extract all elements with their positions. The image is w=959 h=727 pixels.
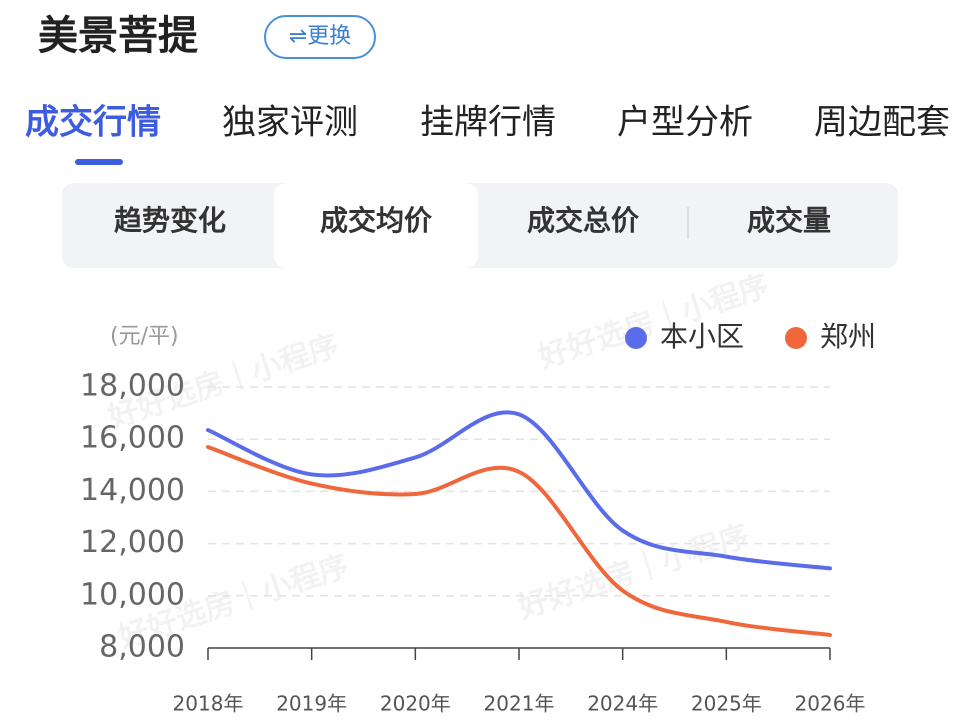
x-tick-label: 2019年: [276, 692, 347, 716]
y-tick-label: 16,000: [80, 421, 185, 456]
legend-label: 本小区: [660, 320, 744, 353]
title: 美景菩提: [38, 13, 198, 59]
tab[interactable]: 成交行情: [25, 103, 161, 143]
x-tick-label: 2020年: [380, 692, 451, 716]
subtab[interactable]: 成交量: [747, 204, 831, 237]
x-tick-label: 2024年: [587, 692, 658, 716]
change-button-label[interactable]: ⇌更换: [289, 24, 351, 49]
x-tick-label: 2018年: [173, 692, 244, 716]
legend-marker: [785, 327, 807, 349]
tab[interactable]: 独家评测: [222, 103, 358, 143]
subtab-active-bg: [274, 183, 478, 268]
tab[interactable]: 户型分析: [617, 103, 753, 143]
y-tick-label: 18,000: [80, 369, 185, 404]
y-tick-label: 8,000: [99, 630, 185, 665]
series-line: [206, 445, 832, 637]
y-tick-label: 12,000: [80, 525, 185, 560]
subtab[interactable]: 成交总价: [527, 204, 640, 237]
x-tick-label: 2021年: [484, 692, 555, 716]
subtab-bar: [62, 183, 898, 268]
subtab[interactable]: 趋势变化: [114, 204, 226, 237]
legend-marker: [625, 327, 647, 349]
x-tick-label: 2026年: [795, 692, 866, 716]
tab[interactable]: 周边配套: [814, 103, 950, 143]
series-line: [206, 410, 832, 571]
watermark: 好好选房｜小程序: [513, 518, 753, 626]
y-tick-label: 14,000: [80, 473, 185, 508]
tab-underline: [75, 159, 123, 165]
x-tick-label: 2025年: [691, 692, 762, 716]
change-button[interactable]: [264, 15, 376, 59]
subtab[interactable]: 成交均价: [320, 204, 433, 237]
tab[interactable]: 挂牌行情: [420, 103, 556, 143]
y-tick-label: 10,000: [80, 577, 185, 612]
unit-label: (元/平): [110, 324, 179, 349]
legend-label: 郑州: [820, 320, 876, 353]
